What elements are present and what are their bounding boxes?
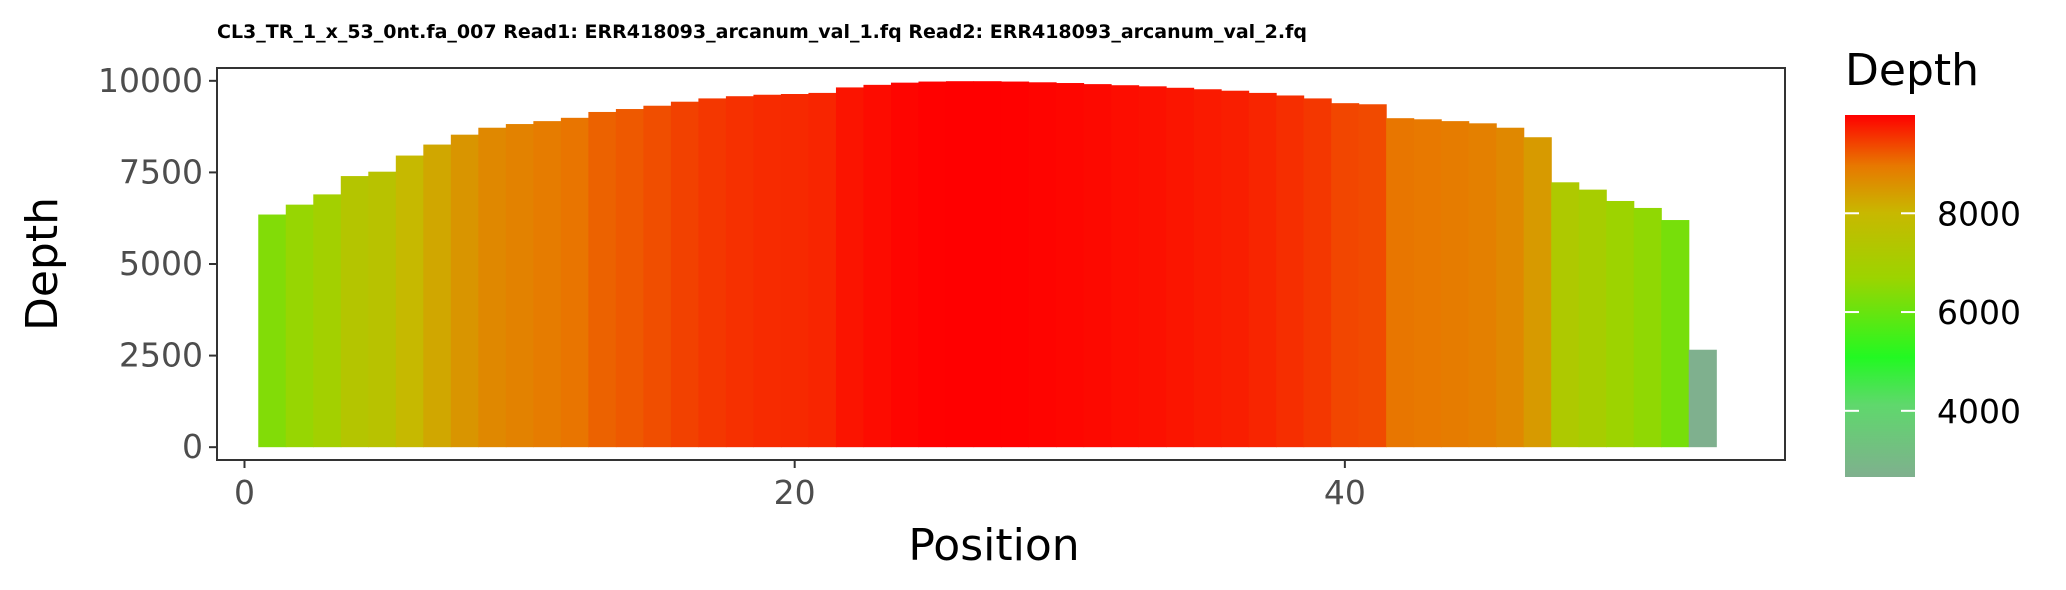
- bar: [533, 121, 562, 448]
- bar: [313, 194, 342, 448]
- bar: [1688, 349, 1717, 448]
- bar: [588, 111, 617, 448]
- y-tick-label: 0: [182, 427, 203, 466]
- legend-tick-label: 8000: [1937, 194, 2021, 233]
- bar: [1138, 86, 1167, 448]
- bar: [725, 96, 755, 448]
- bar: [1523, 137, 1552, 448]
- bar: [560, 117, 589, 448]
- bar: [973, 81, 1002, 448]
- bar: [1221, 90, 1250, 448]
- bar: [863, 84, 892, 448]
- bar: [1413, 119, 1442, 448]
- bar: [1358, 104, 1387, 448]
- bar: [890, 82, 920, 448]
- bar: [340, 176, 369, 448]
- y-axis: 0 2500 5000 7500 10000: [98, 61, 217, 466]
- bar: [1661, 220, 1690, 448]
- bar: [1193, 89, 1222, 448]
- bar: [1468, 123, 1497, 448]
- chart-title: CL3_TR_1_x_53_0nt.fa_007 Read1: ERR41809…: [217, 21, 1307, 43]
- bar: [1496, 127, 1525, 448]
- bar: [258, 214, 287, 448]
- bar: [670, 101, 699, 448]
- x-axis-title: Position: [908, 520, 1079, 571]
- y-tick-label: 7500: [119, 152, 203, 191]
- bar: [450, 134, 479, 448]
- y-tick-label: 2500: [119, 336, 203, 375]
- x-axis: 0 20 40: [234, 460, 1366, 512]
- bar: [1083, 84, 1112, 448]
- bar: [505, 124, 534, 448]
- bar: [945, 81, 975, 448]
- bar: [1606, 200, 1635, 448]
- bar: [395, 155, 424, 448]
- x-tick-label: 0: [234, 473, 255, 512]
- bars-layer: [258, 81, 1717, 448]
- bar: [1166, 87, 1195, 448]
- bar: [1551, 182, 1580, 448]
- bar: [808, 92, 837, 448]
- bar: [1028, 82, 1057, 448]
- legend: Depth 4000 6000 8000: [1845, 45, 2021, 477]
- bar: [1276, 95, 1305, 448]
- bar: [1578, 189, 1607, 448]
- bar: [1248, 92, 1277, 448]
- legend-tick-label: 6000: [1937, 293, 2021, 332]
- bar: [615, 109, 644, 448]
- bar: [1056, 83, 1085, 448]
- bar: [423, 144, 452, 448]
- bar: [368, 171, 397, 448]
- legend-tick-label: 4000: [1937, 392, 2021, 431]
- bar: [643, 105, 672, 448]
- bar: [780, 94, 810, 448]
- bar: [285, 204, 314, 448]
- bar: [1111, 85, 1140, 448]
- y-axis-title: Depth: [17, 197, 68, 331]
- bar: [753, 94, 782, 448]
- bar: [1303, 98, 1332, 448]
- bar: [1441, 121, 1470, 448]
- legend-title: Depth: [1845, 45, 1979, 96]
- bar: [478, 127, 507, 448]
- bar: [835, 87, 865, 448]
- bar: [698, 98, 727, 448]
- bar: [1386, 118, 1415, 448]
- y-tick-label: 10000: [98, 61, 203, 100]
- bar: [918, 81, 947, 448]
- legend-colorbar: [1845, 115, 1915, 477]
- y-tick-label: 5000: [119, 244, 203, 283]
- x-tick-label: 20: [774, 473, 816, 512]
- bar: [1001, 81, 1030, 448]
- bar: [1633, 207, 1662, 448]
- bar: [1331, 103, 1360, 448]
- legend-ticks: 4000 6000 8000: [1845, 194, 2021, 431]
- x-tick-label: 40: [1324, 473, 1366, 512]
